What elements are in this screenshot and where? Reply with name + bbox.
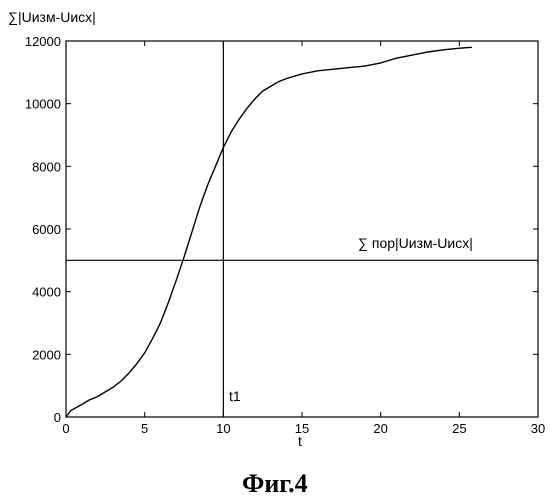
series-line	[66, 47, 472, 417]
x-tick-label: 15	[295, 421, 309, 436]
threshold-label: ∑ пор|Uизм-Uисх|	[358, 235, 473, 251]
x-tick-label: 25	[452, 421, 466, 436]
x-tick-label: 0	[62, 421, 69, 436]
y-axis-label: ∑|Uизм-Uисх|	[8, 9, 96, 25]
x-tick-label: 20	[373, 421, 387, 436]
x-tick-label: 5	[141, 421, 148, 436]
y-tick-label: 0	[54, 410, 61, 425]
plot-frame	[66, 41, 538, 417]
x-tick-label: 30	[531, 421, 545, 436]
figure-caption: Фиг.4	[242, 469, 308, 498]
y-tick-label: 12000	[25, 34, 61, 49]
x-tick-label: 10	[216, 421, 230, 436]
y-tick-label: 10000	[25, 97, 61, 112]
y-axis-ticks: 0 2000 4000 6000 8000 10000 12000	[25, 34, 538, 425]
y-tick-label: 4000	[32, 285, 61, 300]
y-tick-label: 8000	[32, 159, 61, 174]
t1-label: t1	[229, 388, 241, 404]
y-tick-label: 2000	[32, 347, 61, 362]
x-axis-label: t	[298, 433, 302, 449]
y-tick-label: 6000	[32, 222, 61, 237]
